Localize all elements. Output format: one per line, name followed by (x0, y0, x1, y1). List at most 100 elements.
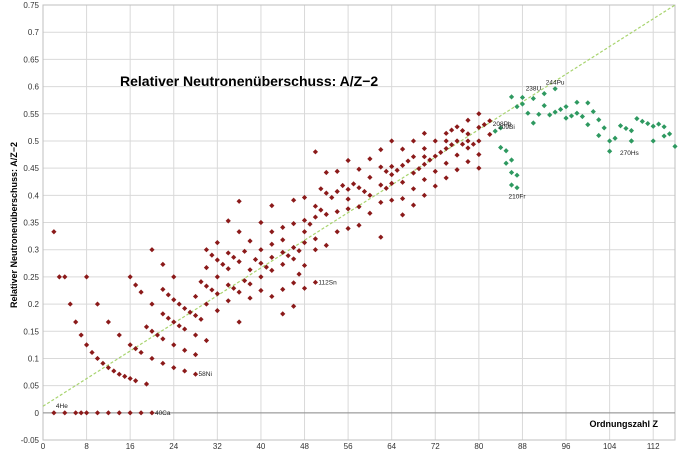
stable-nuclide-point (176, 323, 182, 329)
stable-nuclide-point (258, 260, 264, 266)
stable-nuclide-point (94, 410, 101, 416)
stable-nuclide-point (476, 138, 482, 144)
stable-nuclide-point (378, 164, 384, 170)
plot-frame (42, 4, 676, 441)
stable-nuclide-point (214, 291, 220, 297)
stable-nuclide-point (291, 303, 297, 309)
radioactive-nuclide-point (519, 94, 526, 101)
stable-nuclide-point (449, 127, 455, 133)
y-tick-label: -0.05 (21, 436, 40, 445)
stable-nuclide-point (51, 410, 57, 416)
radioactive-nuclide-point (541, 91, 547, 97)
data-annotation: 208Pb (493, 121, 512, 128)
stable-nuclide-point (247, 295, 253, 301)
stable-nuclide-point (323, 242, 329, 248)
stable-nuclide-point (73, 410, 79, 416)
radioactive-nuclide-point (503, 160, 509, 166)
stable-nuclide-point (241, 278, 248, 284)
stable-nuclide-point (236, 319, 242, 325)
radioactive-nuclide-point (585, 122, 591, 128)
radioactive-nuclide-point (563, 104, 569, 110)
y-tick-label: 0.1 (28, 354, 40, 363)
radioactive-nuclide-point (601, 125, 607, 131)
stable-nuclide-point (214, 307, 220, 314)
stable-nuclide-point (432, 168, 438, 174)
stable-nuclide-point (62, 410, 68, 416)
x-tick-label: 48 (300, 442, 309, 450)
y-tick-label: 0.3 (28, 246, 40, 255)
y-tick-label: 0.75 (23, 1, 39, 10)
y-axis-ticks: -0.05 0 0.05 0.1 0.15 0.2 0.25 0.3 0.35 0.4 0.45 0.… (21, 1, 40, 445)
stable-nuclide-point (62, 274, 68, 280)
radioactive-nuclide-point (574, 110, 580, 116)
y-tick-label: 0.45 (23, 164, 39, 173)
stable-nuclide-point (459, 141, 466, 147)
stable-nuclide-point (231, 254, 237, 260)
stable-nuclide-point (334, 168, 340, 174)
stable-nuclide-point (198, 316, 204, 322)
stable-nuclide-point (269, 267, 275, 273)
stable-nuclide-point (301, 194, 308, 201)
stable-nuclide-point (214, 274, 220, 280)
stable-nuclide-point (378, 182, 384, 188)
stable-nuclide-point (78, 410, 84, 416)
stable-nuclide-point (160, 286, 166, 292)
stable-nuclide-point (171, 297, 177, 303)
stable-nuclide-point (83, 342, 90, 348)
stable-nuclide-point (176, 301, 182, 307)
stable-nuclide-point (296, 271, 302, 277)
stable-nuclide-point (318, 207, 324, 213)
stable-nuclide-point (138, 349, 144, 356)
stable-nuclide-point (301, 240, 308, 246)
stable-nuclide-point (378, 234, 384, 240)
radioactive-nuclide-point (617, 123, 624, 129)
stable-nuclide-point (345, 186, 351, 192)
stable-nuclide-point (383, 168, 389, 174)
data-annotation: 270Hs (620, 150, 640, 157)
stable-nuclide-point (192, 293, 199, 300)
stable-nuclide-point (236, 259, 242, 265)
stable-nuclide-point (214, 240, 220, 246)
stable-nuclide-point (105, 410, 111, 416)
radioactive-nuclide-point (530, 95, 536, 102)
stable-nuclide-point (416, 166, 422, 172)
stable-nuclide-point (301, 229, 308, 235)
stable-nuclide-point (487, 118, 493, 124)
stable-nuclide-point (192, 352, 199, 358)
stable-nuclide-point (345, 225, 351, 232)
stable-nuclide-point (443, 145, 449, 152)
radioactive-nuclide-point (536, 111, 542, 117)
stable-nuclide-point (345, 157, 351, 164)
stable-nuclide-point (192, 332, 199, 338)
stable-nuclide-point (312, 149, 319, 155)
stable-nuclide-point (367, 192, 373, 198)
stable-nuclide-point (280, 286, 286, 292)
stable-nuclide-point (487, 131, 493, 138)
stable-nuclide-point (389, 197, 395, 203)
stable-nuclide-point (269, 203, 275, 209)
stable-nuclide-point (291, 244, 297, 251)
stable-nuclide-point (280, 249, 286, 256)
stable-nuclide-point (459, 128, 466, 134)
stable-nuclide-point (405, 158, 411, 164)
radioactive-nuclide-point (552, 109, 558, 115)
data-annotation: 209Bi (498, 124, 515, 131)
stable-nuclide-point (214, 257, 220, 263)
data-annotation: 4He (56, 403, 68, 410)
data-annotation: 238U (526, 86, 542, 93)
stable-nuclide-point (443, 175, 449, 181)
stable-nuclide-point (236, 289, 242, 295)
stable-nuclide-point (421, 130, 427, 136)
radioactive-nuclide-point (656, 121, 662, 127)
stable-nuclide-point (133, 282, 139, 288)
x-tick-label: 24 (169, 442, 178, 450)
stable-nuclide-point (171, 342, 177, 348)
stable-nuclide-point (345, 206, 351, 212)
stable-nuclide-point (399, 212, 406, 218)
radioactive-nuclide-point (547, 112, 553, 118)
stable-nuclide-point (465, 138, 471, 144)
stable-nuclide-point (345, 196, 351, 202)
stable-nuclide-point (171, 274, 177, 280)
stable-nuclide-point (73, 319, 79, 325)
